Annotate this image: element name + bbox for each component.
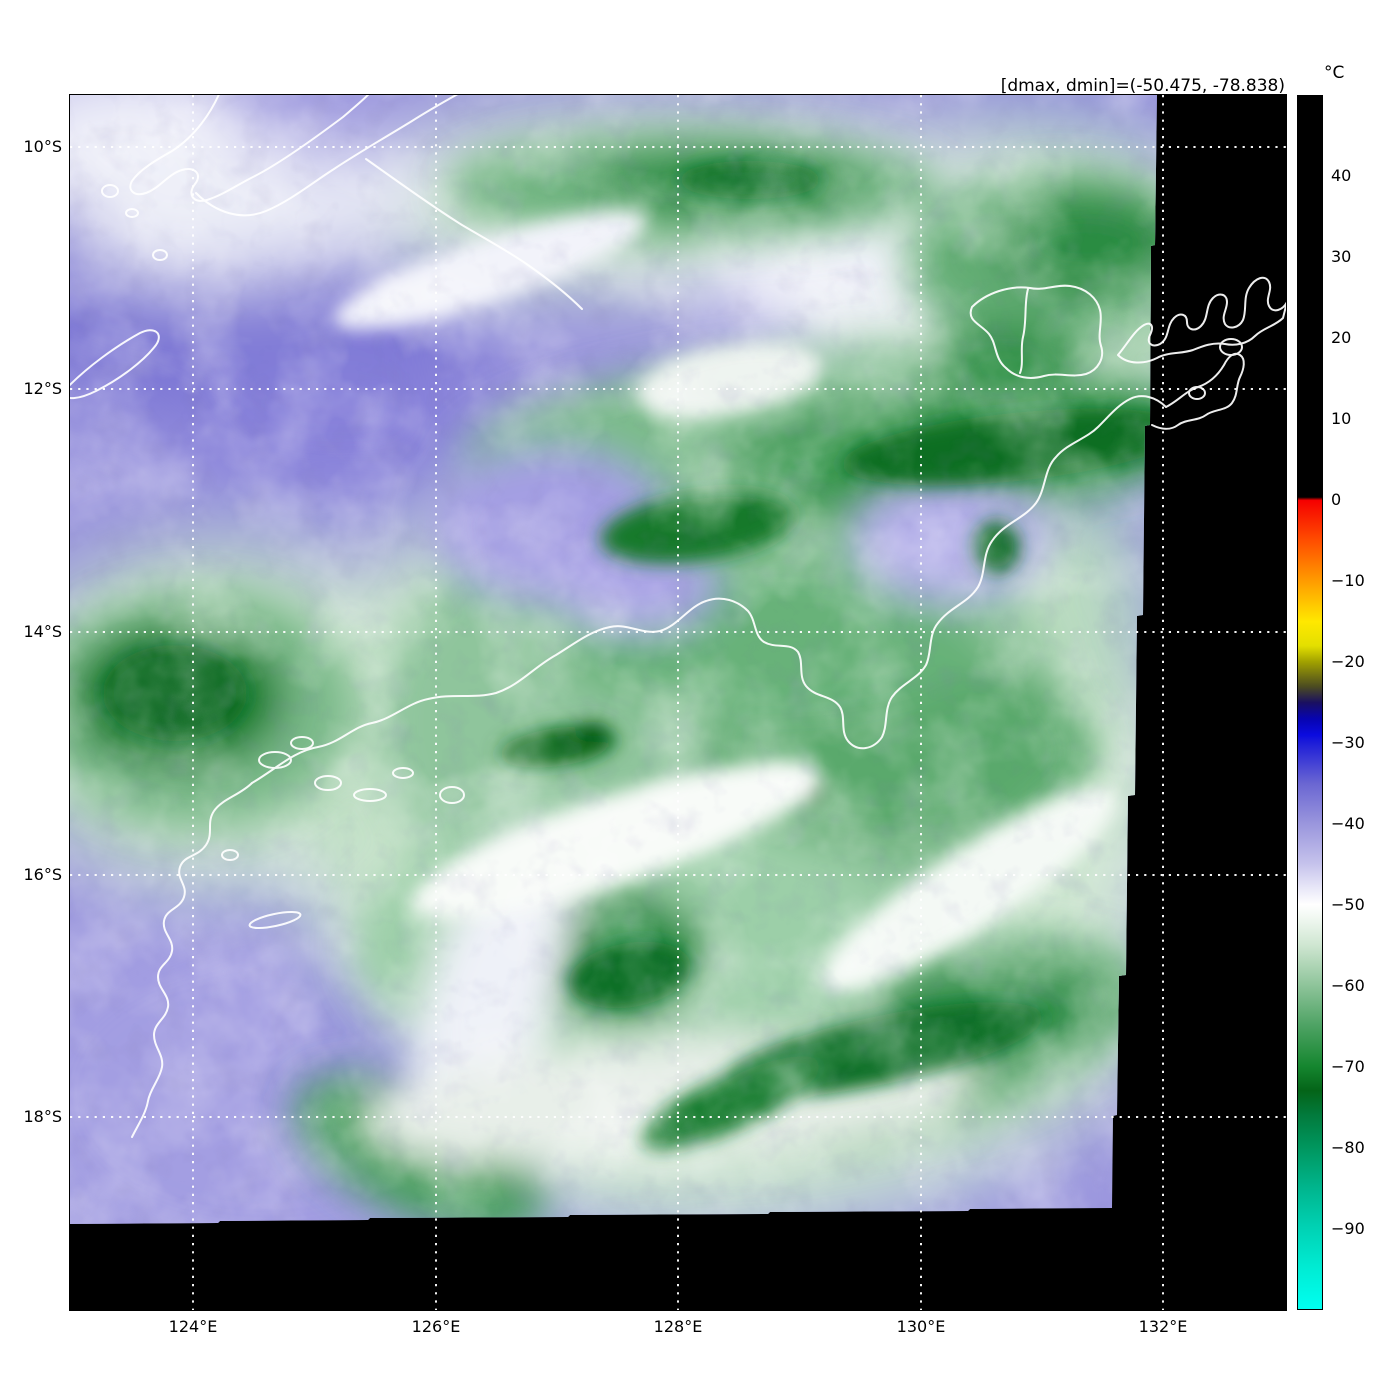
colorbar-tick-label: 0 <box>1331 490 1342 509</box>
island-small-a <box>101 184 119 198</box>
colorbar-tick-label: 10 <box>1331 409 1352 428</box>
island-buccaneer-a <box>258 751 292 769</box>
cloud-texture-fine <box>70 95 1157 1224</box>
coastline-timor-east <box>365 158 583 310</box>
island-buccaneer-f <box>439 786 465 804</box>
island-buccaneer-c <box>314 775 342 791</box>
coastline-kimberley-west <box>131 782 253 1138</box>
coastlines <box>70 95 1286 1138</box>
island-buccaneer-e <box>392 767 414 779</box>
lon-tick-label: 128°E <box>653 1317 703 1336</box>
coastline-nt-east <box>1151 352 1245 430</box>
lat-tick-label: 16°S <box>23 865 62 884</box>
colorbar-tick-label: −50 <box>1331 895 1365 914</box>
coastline-rote-island <box>70 329 160 399</box>
colorbar <box>1297 95 1323 1310</box>
coastline-melville-island <box>969 284 1104 379</box>
island-oval-b <box>1188 386 1206 400</box>
colorbar-tick-label: 30 <box>1331 247 1352 266</box>
colorbar-unit-label: °C <box>1324 63 1345 83</box>
dmax-dmin-readout: [dmax, dmin]=(-50.475, -78.838) <box>1000 76 1285 96</box>
satellite-scene <box>70 95 1286 1310</box>
island-buccaneer-d <box>353 788 387 802</box>
island-elongated <box>248 911 302 929</box>
colorbar-tick-label: 40 <box>1331 166 1352 185</box>
coastline-australia-main <box>251 395 1167 784</box>
colorbar-tick-label: −30 <box>1331 733 1365 752</box>
colorbar-tick-label: −80 <box>1331 1138 1365 1157</box>
graticule-grid <box>70 95 1286 1310</box>
island-oval-a <box>1219 338 1243 356</box>
coastline-apsley-strait <box>1019 288 1029 374</box>
lat-tick-label: 12°S <box>23 379 62 398</box>
lat-tick-label: 10°S <box>23 137 62 156</box>
colorbar-tick-label: −20 <box>1331 652 1365 671</box>
satellite-product-page: { "header": { "title": "HIMAWARI-9 BAND0… <box>23 63 1365 1400</box>
copyright-watermark: Copyright © 2020-2026 Dapiya <box>150 1376 508 1400</box>
lon-tick-label: 124°E <box>168 1317 218 1336</box>
coastline-timor-north <box>195 95 459 217</box>
colorbar-tick-label: −40 <box>1331 814 1365 833</box>
island-small-c <box>152 249 168 261</box>
colorbar-tick-label: 20 <box>1331 328 1352 347</box>
lat-tick-label: 18°S <box>23 1107 62 1126</box>
colorbar-tick-label: −10 <box>1331 571 1365 590</box>
island-buccaneer-b <box>290 736 314 750</box>
lat-tick-label: 14°S <box>23 622 62 641</box>
colorbar-tick-label: −60 <box>1331 976 1365 995</box>
lon-tick-label: 126°E <box>411 1317 461 1336</box>
colorbar-tick-label: −90 <box>1331 1219 1365 1238</box>
colorbar-tick-label: −70 <box>1331 1057 1365 1076</box>
map-plot: Copyright © 2020-2026 Dapiya <box>69 94 1287 1400</box>
lon-tick-label: 132°E <box>1138 1317 1188 1336</box>
image-data-region <box>70 95 1157 1224</box>
island-buccaneer-g <box>221 849 239 861</box>
lon-tick-label: 130°E <box>896 1317 946 1336</box>
island-small-b <box>125 208 139 218</box>
